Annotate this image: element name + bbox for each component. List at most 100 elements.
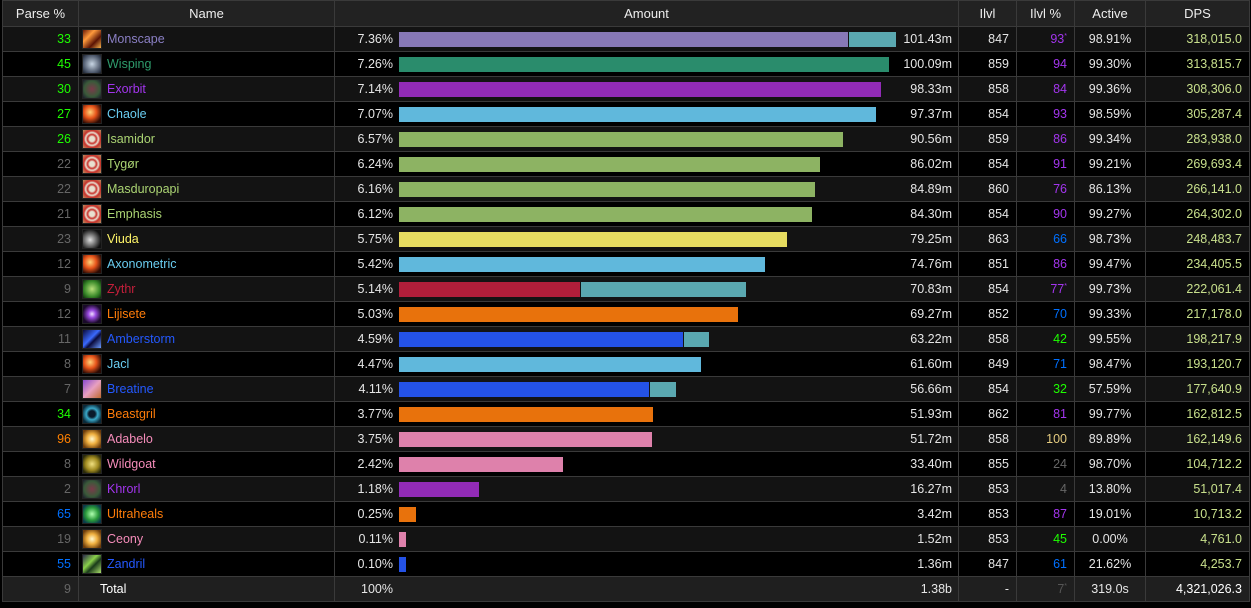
damage-bar: [399, 181, 897, 197]
active-time: 99.47%: [1074, 251, 1146, 277]
item-level: 847: [958, 26, 1017, 52]
name-cell: Wildgoat: [78, 451, 335, 477]
player-name-link[interactable]: Ceony: [107, 532, 144, 546]
damage-percent: 2.42%: [357, 457, 393, 471]
player-name-link[interactable]: Lijisete: [107, 307, 146, 321]
bar-segment-main: [399, 531, 406, 547]
active-time: 0.00%: [1074, 526, 1146, 552]
player-name-link[interactable]: Chaole: [107, 107, 147, 121]
item-level-percent: 70: [1016, 301, 1075, 327]
parse-percent: 11: [2, 326, 79, 352]
player-name-link[interactable]: Zythr: [107, 282, 136, 296]
table-row: 21 Emphasis 6.12% 84.30m 854 90 99: [2, 201, 1250, 227]
total-percent: 100%: [361, 582, 393, 596]
player-name-link[interactable]: Masduropapi: [107, 182, 180, 196]
active-time: 86.13%: [1074, 176, 1146, 202]
player-name-link[interactable]: Isamidor: [107, 132, 155, 146]
dps-value: 51,017.4: [1145, 476, 1250, 502]
player-name-link[interactable]: Jacl: [107, 357, 130, 371]
damage-bar: [399, 456, 897, 472]
player-name-link[interactable]: Viuda: [107, 232, 139, 246]
amount-cell: 7.36% 101.43m: [334, 26, 959, 52]
total-amount: 1.38b: [920, 582, 952, 596]
player-name-link[interactable]: Axonometric: [107, 257, 177, 271]
table-row: 45 Wisping 7.26% 100.09m 859 94 99: [2, 51, 1250, 77]
table-row: 8 Wildgoat 2.42% 33.40m 855 24 98.: [2, 451, 1250, 477]
header-active[interactable]: Active: [1074, 0, 1146, 27]
bar-segment-main: [399, 506, 416, 522]
dps-value: 10,713.2: [1145, 501, 1250, 527]
header-ilvl-pct[interactable]: Ilvl %: [1016, 0, 1075, 27]
item-level: 854: [958, 376, 1017, 402]
damage-percent: 7.36%: [357, 32, 393, 46]
active-time: 98.47%: [1074, 351, 1146, 377]
header-ilvl[interactable]: Ilvl: [958, 0, 1017, 27]
total-amount-cell: 100% 1.38b: [334, 576, 959, 602]
damage-percent: 4.11%: [358, 382, 393, 396]
player-name-link[interactable]: Emphasis: [107, 207, 162, 221]
player-name-link[interactable]: Monscape: [107, 32, 165, 46]
item-level: 854: [958, 201, 1017, 227]
bar-segment-main: [399, 381, 649, 397]
player-name-link[interactable]: Wildgoat: [107, 457, 156, 471]
name-cell: Zythr: [78, 276, 335, 302]
lightning-icon: [82, 329, 102, 349]
bar-segment-main: [399, 306, 738, 322]
bar-segment-main: [399, 406, 653, 422]
damage-percent: 6.16%: [357, 182, 393, 196]
name-cell: Beastgril: [78, 401, 335, 427]
item-level-percent: 76: [1016, 176, 1075, 202]
player-name-link[interactable]: Beastgril: [107, 407, 156, 421]
active-time: 21.62%: [1074, 551, 1146, 577]
bar-segment-main: [399, 256, 765, 272]
bar-segment-main: [399, 331, 683, 347]
dps-value: 305,287.4: [1145, 101, 1250, 127]
dps-value: 264,302.0: [1145, 201, 1250, 227]
amount-cell: 4.47% 61.60m: [334, 351, 959, 377]
amount-cell: 1.18% 16.27m: [334, 476, 959, 502]
player-name-link[interactable]: Adabelo: [107, 432, 153, 446]
active-time: 98.91%: [1074, 26, 1146, 52]
damage-amount: 70.83m: [910, 282, 952, 296]
item-level: 859: [958, 126, 1017, 152]
player-name-link[interactable]: Zandril: [107, 557, 146, 571]
damage-amount: 1.52m: [917, 532, 952, 546]
damage-percent: 4.47%: [357, 357, 393, 371]
damage-bar: [399, 381, 897, 397]
bar-segment-main: [399, 481, 479, 497]
player-name-link[interactable]: Khrorl: [107, 482, 141, 496]
claw-icon: [82, 554, 102, 574]
item-level: 854: [958, 101, 1017, 127]
bar-segment-pet: [581, 281, 746, 297]
header-dps[interactable]: DPS: [1145, 0, 1250, 27]
dps-value: 283,938.0: [1145, 126, 1250, 152]
active-time: 99.34%: [1074, 126, 1146, 152]
header-name[interactable]: Name: [78, 0, 335, 27]
parse-percent: 8: [2, 451, 79, 477]
parse-percent: 22: [2, 176, 79, 202]
damage-percent: 0.11%: [358, 532, 393, 546]
player-name-link[interactable]: Amberstorm: [107, 332, 176, 346]
amount-cell: 2.42% 33.40m: [334, 451, 959, 477]
player-name-link[interactable]: Ultraheals: [107, 507, 164, 521]
header-parse[interactable]: Parse %: [2, 0, 79, 27]
table-row: 65 Ultraheals 0.25% 3.42m 853 87 1: [2, 501, 1250, 527]
player-name-link[interactable]: Exorbit: [107, 82, 146, 96]
total-ilvl-pct: 7*: [1016, 576, 1075, 602]
item-level-percent: 100: [1016, 426, 1075, 452]
player-name-link[interactable]: Breatine: [107, 382, 154, 396]
dagger-icon: [82, 229, 102, 249]
dps-value: 162,812.5: [1145, 401, 1250, 427]
item-level: 851: [958, 251, 1017, 277]
table-row: 30 Exorbit 7.14% 98.33m 858 84 99.: [2, 76, 1250, 102]
header-amount[interactable]: Amount: [334, 0, 959, 27]
damage-amount: 74.76m: [910, 257, 952, 271]
name-cell: Ultraheals: [78, 501, 335, 527]
player-name-link[interactable]: Wisping: [107, 57, 152, 71]
item-level-percent: 42: [1016, 326, 1075, 352]
item-level-percent: 45: [1016, 526, 1075, 552]
player-name-link[interactable]: Tygør: [107, 157, 139, 171]
item-level: 858: [958, 326, 1017, 352]
dps-value: 318,015.0: [1145, 26, 1250, 52]
arcane-burst-icon: [82, 304, 102, 324]
